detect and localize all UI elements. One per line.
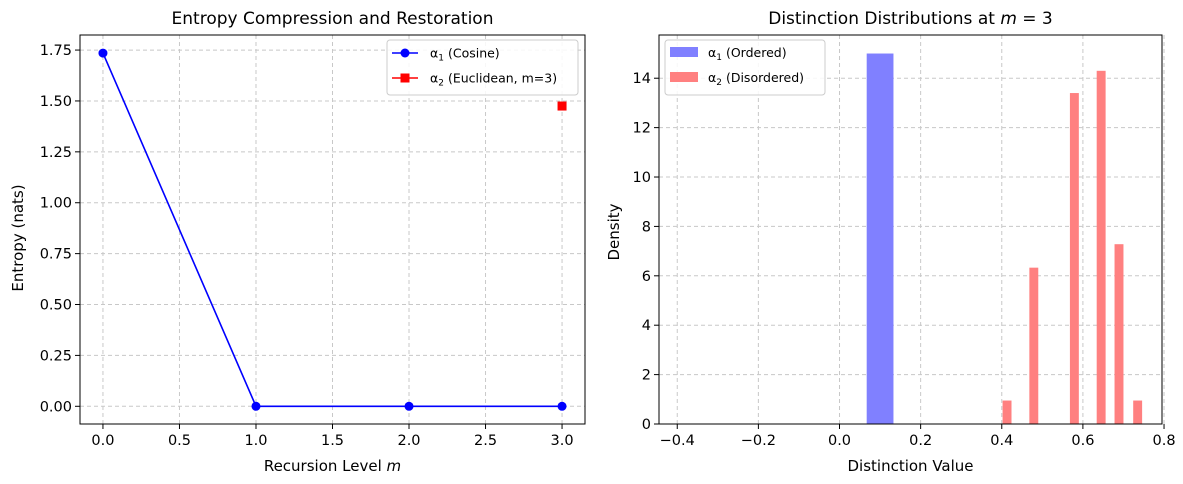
x-tick-label: 0.5 bbox=[168, 433, 191, 449]
x-tick-label: −0.2 bbox=[741, 433, 776, 449]
y-tick-label: 6 bbox=[642, 269, 651, 285]
x-tick-label: 2.5 bbox=[474, 433, 497, 449]
y-tick-label: 1.25 bbox=[40, 145, 72, 161]
grid bbox=[659, 35, 1165, 425]
legend-marker-alpha1 bbox=[400, 48, 410, 58]
x-tick-label: 0.0 bbox=[828, 433, 851, 449]
data-point bbox=[404, 401, 414, 411]
legend: α1 (Cosine) α2 (Euclidean, m=3) bbox=[386, 39, 579, 96]
y-tick-label: 8 bbox=[642, 219, 651, 235]
histogram-bar bbox=[1002, 400, 1012, 424]
legend-label-alpha1: α1 (Cosine) bbox=[430, 46, 500, 64]
series-line-1 bbox=[102, 52, 563, 408]
plot-marks bbox=[866, 53, 1143, 425]
histogram-bar bbox=[1133, 400, 1143, 424]
y-tick-label: 4 bbox=[642, 318, 651, 334]
y-tick-label: 0.50 bbox=[40, 298, 72, 314]
y-tick-label: 1.00 bbox=[40, 196, 72, 212]
entropy-chart: Entropy Compression and Restoration Recu… bbox=[9, 9, 586, 475]
histogram-bar bbox=[1096, 70, 1106, 425]
y-tick-label: 0.25 bbox=[40, 348, 72, 364]
y-tick-label: 1.75 bbox=[40, 43, 72, 59]
legend-label-alpha2: α2 (Euclidean, m=3) bbox=[430, 71, 557, 89]
data-point bbox=[557, 101, 567, 111]
y-tick-label: 2 bbox=[642, 368, 651, 384]
chart-title: Distinction Distributions at m = 3 bbox=[768, 9, 1053, 29]
histogram-bar bbox=[1029, 267, 1039, 424]
y-axis-label: Density bbox=[605, 203, 623, 260]
distinction-chart: Distinction Distributions at m = 3 Disti… bbox=[605, 9, 1176, 475]
y-tick-label: 1.50 bbox=[40, 94, 72, 110]
legend-patch-disordered bbox=[670, 72, 698, 82]
histogram-bar bbox=[866, 53, 894, 425]
y-tick-label: 0.00 bbox=[40, 399, 72, 415]
legend: α1 (Ordered) α2 (Disordered) bbox=[664, 39, 826, 96]
legend-box bbox=[664, 39, 826, 96]
y-tick-label: 0.75 bbox=[40, 247, 72, 263]
x-tick-label: 1.0 bbox=[244, 433, 267, 449]
legend-label-ordered: α1 (Ordered) bbox=[708, 45, 787, 63]
x-axis-label: Distinction Value bbox=[847, 457, 973, 475]
chart-title: Entropy Compression and Restoration bbox=[172, 9, 494, 29]
ticks: 0.0 0.5 1.0 1.5 2.0 2.5 3.0 0.00 0.25 0.50 0.75 1.0… bbox=[40, 43, 574, 449]
x-axis-label: Recursion Level m bbox=[264, 457, 401, 475]
y-axis-label: Entropy (nats) bbox=[9, 184, 27, 291]
y-tick-label: 12 bbox=[633, 121, 651, 137]
x-tick-label: 0.2 bbox=[909, 433, 932, 449]
y-tick-label: 10 bbox=[633, 170, 651, 186]
legend-patch-ordered bbox=[670, 47, 698, 57]
histogram-bar bbox=[1114, 244, 1124, 424]
legend-marker-alpha2 bbox=[400, 73, 410, 83]
x-tick-label: 3.0 bbox=[551, 433, 574, 449]
data-point bbox=[98, 48, 108, 58]
plot-frame bbox=[79, 34, 586, 425]
x-tick-label: 0.6 bbox=[1071, 433, 1094, 449]
plot-frame bbox=[658, 34, 1163, 425]
data-point bbox=[557, 401, 567, 411]
data-point bbox=[251, 401, 261, 411]
y-tick-label: 0 bbox=[642, 417, 651, 433]
ticks: −0.4 −0.2 0.0 0.2 0.4 0.6 0.8 0 2 4 6 8 10 12 14 bbox=[633, 71, 1176, 449]
x-tick-label: 2.0 bbox=[397, 433, 420, 449]
plot-marks bbox=[98, 48, 567, 411]
legend-box bbox=[386, 39, 579, 96]
y-tick-label: 14 bbox=[633, 71, 651, 87]
legend-label-disordered: α2 (Disordered) bbox=[708, 70, 804, 88]
x-tick-label: 0.8 bbox=[1152, 433, 1175, 449]
x-tick-label: 1.5 bbox=[321, 433, 344, 449]
x-tick-label: −0.4 bbox=[660, 433, 695, 449]
x-tick-label: 0.0 bbox=[91, 433, 114, 449]
histogram-bar bbox=[1069, 93, 1079, 425]
x-tick-label: 0.4 bbox=[990, 433, 1013, 449]
